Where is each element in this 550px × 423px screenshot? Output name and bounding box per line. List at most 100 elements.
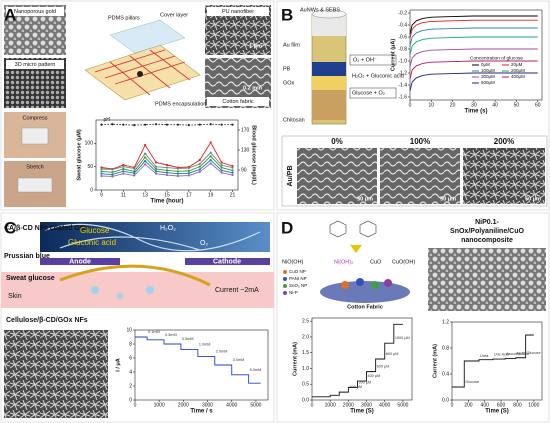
y2-tick-label: 90	[241, 167, 247, 173]
point	[231, 169, 234, 172]
point	[198, 165, 201, 168]
y-tick-label: 0.4	[442, 371, 449, 377]
point	[111, 171, 114, 174]
electrode	[40, 258, 120, 265]
coating-label: CA/β-CD NFs coated GOx	[4, 225, 89, 232]
plot-frame	[311, 317, 413, 401]
x-tick-label: 1000	[154, 402, 165, 408]
x-tick-label: 11	[121, 192, 126, 198]
molecule	[329, 220, 377, 238]
point	[133, 167, 136, 170]
point	[198, 158, 201, 162]
point	[100, 174, 103, 178]
point	[122, 172, 125, 175]
panel-letter: A	[4, 5, 16, 24]
point	[176, 174, 180, 178]
point	[100, 167, 103, 171]
droplet	[117, 293, 123, 299]
y-tick-label: -0.4	[398, 22, 407, 28]
panel-letter: B	[281, 5, 293, 24]
label-box	[4, 314, 112, 326]
species: Glucose	[80, 226, 110, 235]
point	[122, 167, 125, 171]
fibers	[44, 223, 261, 252]
point	[176, 172, 180, 175]
legend-swatch	[283, 284, 287, 288]
point	[198, 162, 201, 165]
x-tick-label: 30	[471, 102, 477, 108]
series-line	[135, 336, 261, 384]
legend-swatch	[283, 291, 287, 295]
y-tick-label: 4	[129, 369, 132, 375]
y-tick-label: 1.2	[442, 319, 449, 325]
point	[111, 175, 114, 178]
point	[133, 174, 136, 177]
label-box	[207, 7, 269, 16]
x-tick-label: 17	[186, 192, 192, 198]
x-tick-label: 0	[451, 402, 454, 408]
annotation: 0.5mM	[182, 337, 194, 341]
image-label: Nanoporous gold	[14, 9, 56, 15]
y-axis-label: Sweat glucose (μM)	[76, 129, 82, 181]
analyte-label: Sweat glucose	[6, 275, 55, 282]
point	[220, 161, 223, 164]
panel-c: CA/β-CD NFs coated GOx Glucose Gluconic …	[0, 212, 275, 423]
annotation: 100 μM	[349, 385, 362, 389]
legend-label: 400μM	[511, 74, 525, 79]
series-line	[409, 15, 538, 35]
series-line	[409, 60, 538, 80]
legend-label: SnO₂ NP	[289, 283, 307, 288]
reaction: Ni(OH)₂	[334, 259, 353, 265]
legend-swatch	[283, 277, 287, 281]
skin	[1, 272, 274, 308]
point	[187, 124, 190, 127]
x-axis-label: Time (s)	[465, 109, 488, 115]
image-label: PU nanofiber	[222, 9, 254, 15]
point	[154, 123, 158, 126]
annotation: 200 μM	[358, 380, 371, 384]
image-label: Cellulose/β-CD/GOx NFs	[6, 317, 88, 324]
series-line	[409, 19, 538, 39]
series-line	[409, 72, 538, 92]
point	[144, 143, 147, 147]
point	[231, 166, 234, 169]
x-tick-label: 4000	[226, 402, 237, 408]
mediator-label: Prussian blue	[4, 253, 50, 260]
point	[231, 123, 234, 126]
skin-label: Skin	[8, 293, 22, 300]
scale-bar: 50 μm	[525, 196, 541, 202]
chip-label: PB	[283, 66, 291, 72]
label-box	[428, 216, 546, 248]
y-tick-label: 1.5	[302, 350, 309, 356]
annotation: 1.0mM	[199, 343, 211, 347]
point	[220, 123, 223, 126]
panel-letter: D	[281, 218, 293, 237]
diagram-label: Cover layer	[160, 12, 188, 18]
point	[231, 173, 234, 177]
particle	[341, 281, 349, 289]
cap	[311, 9, 347, 19]
y-tick-label: -1.6	[398, 94, 407, 100]
point	[144, 123, 147, 126]
y2-axis-label: Blood glucose (mg/dL)	[251, 125, 257, 185]
y-axis-label: Current (mA)	[292, 342, 298, 376]
legend-label: CuO NP	[289, 269, 306, 274]
x-tick-label: 800	[513, 402, 522, 408]
point	[144, 159, 147, 163]
sem-image	[463, 148, 545, 204]
x-tick-label: 13	[142, 192, 148, 198]
point	[122, 163, 125, 167]
x-tick-label: 1000	[325, 402, 336, 408]
x-axis-label: Time / s	[190, 409, 213, 415]
y-axis-label: Current (mA)	[432, 344, 438, 378]
arrow	[350, 245, 362, 253]
point	[220, 171, 223, 174]
droplet	[91, 286, 99, 294]
image-label: 3D micro pattern	[15, 62, 56, 68]
x-tick-label: 20	[450, 102, 456, 108]
y-tick-label: 1.0	[302, 366, 309, 372]
x-tick-label: 1000	[528, 402, 539, 408]
chip-label: Chitosan	[283, 117, 305, 123]
x-tick-label: 200	[464, 402, 473, 408]
scale-bar: 1 μm	[249, 43, 262, 49]
